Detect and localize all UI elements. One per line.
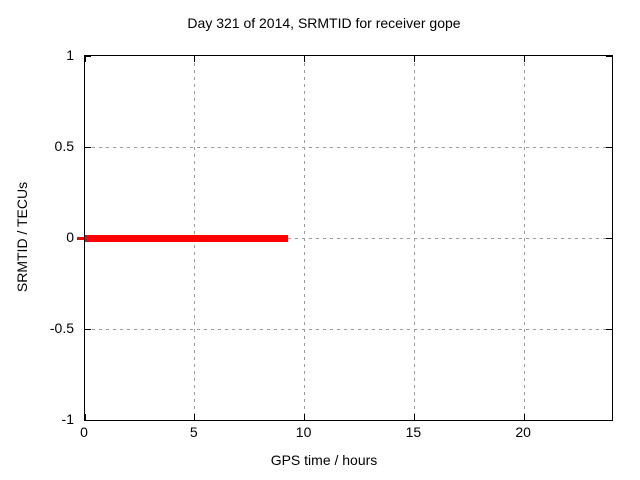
tick-y-left-1 xyxy=(85,55,91,57)
x-tick-label-5: 5 xyxy=(189,424,198,440)
tick-x-top-10 xyxy=(304,56,306,62)
tick-y-right--1 xyxy=(606,419,612,421)
tick-y-left-0.5 xyxy=(85,146,91,148)
tick-y-right-0.5 xyxy=(606,146,612,148)
tick-x-top-5 xyxy=(194,56,196,62)
tick-x-top-0 xyxy=(84,56,86,62)
x-axis-title: GPS time / hours xyxy=(270,452,378,468)
y-tick-label-0: 0 xyxy=(66,229,74,245)
gridline-y-0.5 xyxy=(85,146,612,148)
gridline-y-0 xyxy=(85,237,612,239)
tick-y-right--0.5 xyxy=(606,328,612,330)
series-line-start-stub xyxy=(77,236,84,240)
tick-x-top-20 xyxy=(523,56,525,62)
plot-area xyxy=(77,55,613,421)
x-tick-label-0: 0 xyxy=(80,424,88,440)
y-tick-label--0.5: -0.5 xyxy=(49,320,74,336)
chart-title: Day 321 of 2014, SRMTID for receiver gop… xyxy=(187,15,461,31)
tick-x-bottom-0 xyxy=(84,414,86,420)
x-tick-label-15: 15 xyxy=(405,424,422,440)
x-tick-label-20: 20 xyxy=(515,424,531,440)
y-tick-label-1: 1 xyxy=(66,47,74,63)
x-tick-label-10: 10 xyxy=(295,424,312,440)
tick-x-bottom-15 xyxy=(413,414,415,420)
tick-x-bottom-5 xyxy=(194,414,196,420)
gridline-y--0.5 xyxy=(85,328,612,330)
y-tick-label-0.5: 0.5 xyxy=(54,138,74,154)
tick-x-bottom-20 xyxy=(523,414,525,420)
y-tick-label--1: -1 xyxy=(61,411,74,427)
series-line-SRMTID xyxy=(85,234,289,242)
tick-x-top-15 xyxy=(413,56,415,62)
tick-y-left--1 xyxy=(85,419,91,421)
tick-y-left--0.5 xyxy=(85,328,91,330)
tick-y-right-0 xyxy=(606,237,612,239)
tick-y-right-1 xyxy=(606,55,612,57)
tick-x-bottom-10 xyxy=(304,414,306,420)
